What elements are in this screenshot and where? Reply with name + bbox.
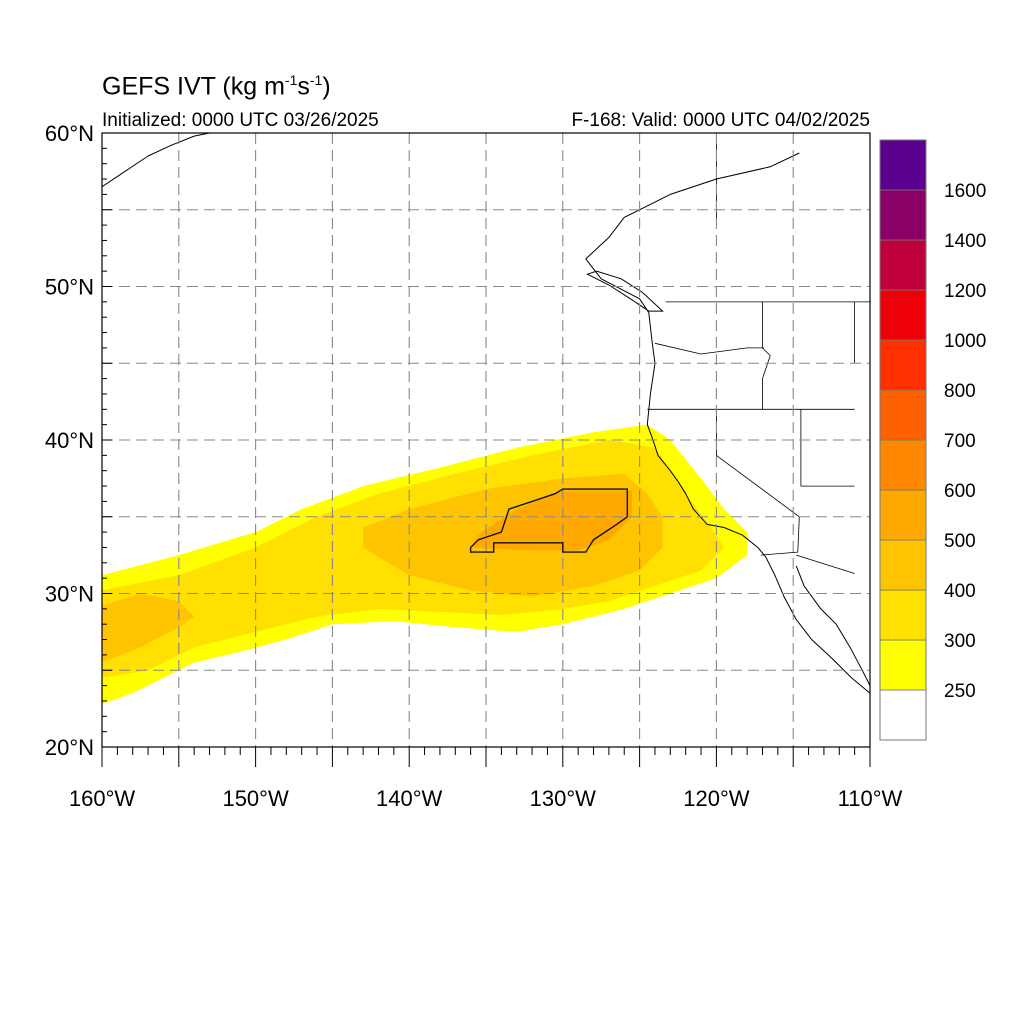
political-border [760, 516, 800, 556]
ivt-region-500 [470, 490, 632, 551]
colorbar-label: 500 [944, 531, 976, 552]
colorbar-label: 600 [944, 481, 976, 502]
ivt-shading-layer [102, 424, 748, 704]
lat-tick-label: 60°N [45, 121, 94, 146]
lon-tick-label: 130°W [530, 786, 597, 811]
lon-tick-label: 150°W [222, 786, 289, 811]
colorbar-swatch [879, 539, 927, 591]
colorbar-swatch [879, 589, 927, 641]
colorbar-swatch [879, 239, 927, 291]
colorbar-swatch [879, 489, 927, 541]
political-border [716, 409, 800, 518]
lat-tick-label: 30°N [45, 582, 94, 607]
colorbar-label: 300 [944, 631, 976, 652]
colorbar-swatch [879, 639, 927, 691]
lat-tick-label: 20°N [45, 735, 94, 760]
coastline [585, 152, 870, 694]
lat-tick-label: 50°N [45, 275, 94, 300]
colorbar-label: 1600 [944, 181, 986, 202]
colorbar-swatch [879, 339, 927, 391]
axis-ticks [101, 132, 871, 767]
colorbar-label: 250 [944, 681, 976, 702]
ivt-contour-layer [469, 488, 628, 553]
lon-tick-label: 160°W [69, 786, 136, 811]
colorbar-label: 400 [944, 581, 976, 602]
chart-title: GEFS IVT (kg m-1s-1) [102, 72, 331, 101]
colorbar-label: 800 [944, 381, 976, 402]
political-border [654, 342, 764, 355]
initialized-label: Initialized: 0000 UTC 03/26/2025 [102, 110, 379, 131]
axis-labels: 60°N 50°N 40°N 30°N 20°N 160°W 150°W 140°W 130°W… [45, 121, 903, 811]
gulf-coastline [795, 565, 870, 686]
valid-time-label: F-168: Valid: 0000 UTC 04/02/2025 [571, 110, 870, 131]
colorbar-swatch [879, 189, 927, 241]
colorbar-label: 1000 [944, 331, 986, 352]
colorbar-label: 700 [944, 431, 976, 452]
political-border [796, 554, 855, 574]
lon-tick-label: 110°W [838, 786, 903, 811]
ivt-region-400 [102, 593, 195, 663]
lon-tick-label: 120°W [683, 786, 750, 811]
vancouver-island [586, 270, 664, 312]
colorbar: 1600 1400 1200 1000 800 700 600 500 400 300 250 [879, 139, 986, 741]
gridlines [102, 133, 870, 747]
political-border [762, 301, 771, 410]
colorbar-label: 1400 [944, 231, 986, 252]
lat-tick-label: 40°N [45, 428, 94, 453]
colorbar-frame [879, 139, 927, 741]
colorbar-swatch [879, 389, 927, 441]
colorbar-swatch [879, 439, 927, 491]
colorbar-swatch [879, 139, 927, 191]
colorbar-label: 1200 [944, 281, 986, 302]
colorbar-swatch [879, 689, 927, 741]
alaska-coastline [102, 133, 210, 188]
colorbar-swatch [879, 289, 927, 341]
political-border [800, 409, 855, 487]
ivt-contour [469, 488, 628, 553]
lon-tick-label: 140°W [376, 786, 443, 811]
